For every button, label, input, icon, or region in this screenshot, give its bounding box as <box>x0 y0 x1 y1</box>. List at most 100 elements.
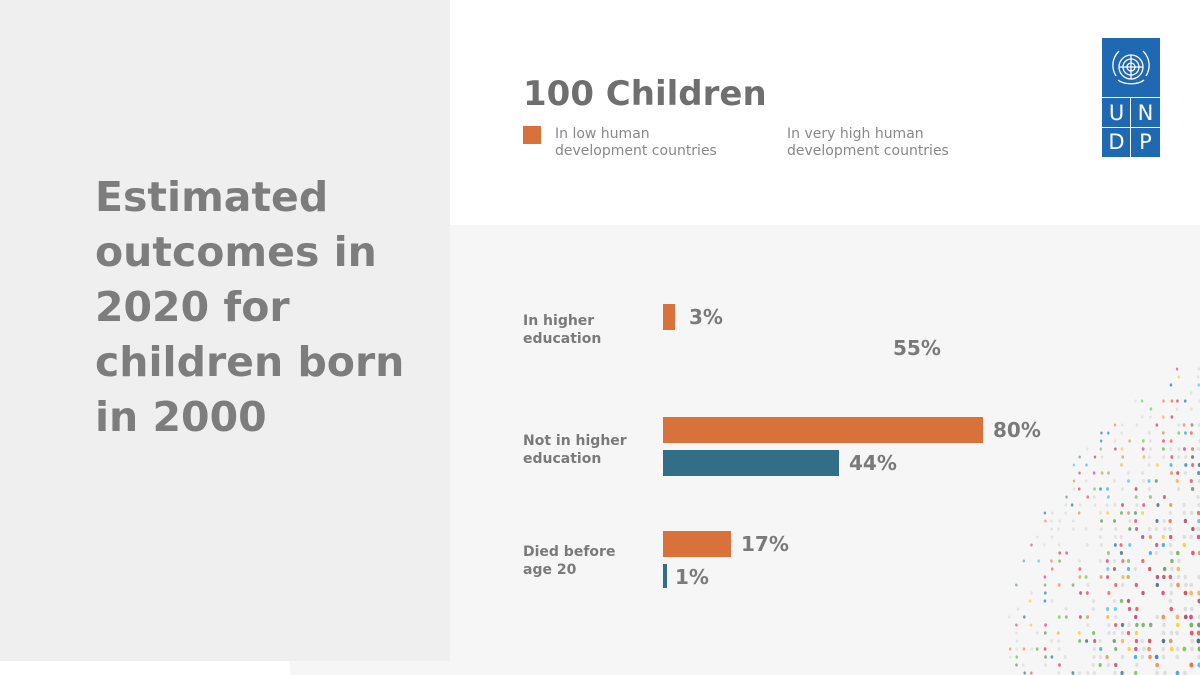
globe-dot <box>1197 423 1200 427</box>
globe-dot <box>1168 518 1172 524</box>
globe-dot <box>1044 663 1047 667</box>
logo-letter-n: N <box>1137 101 1154 125</box>
globe-dot <box>1134 527 1139 531</box>
globe-dot <box>1162 526 1167 532</box>
globe-dot <box>1197 518 1200 524</box>
value-label-low-died-before-age-20: 17% <box>741 532 789 556</box>
globe-dot <box>1064 511 1067 515</box>
globe-dot <box>1114 583 1118 587</box>
globe-dot <box>1127 622 1131 628</box>
globe-dot <box>1092 631 1096 635</box>
globe-dot <box>1120 654 1125 660</box>
globe-dot <box>1168 542 1173 548</box>
globe-dot <box>1189 510 1194 516</box>
globe-dot <box>1099 527 1103 531</box>
globe-dot <box>1140 399 1144 403</box>
globe-dot <box>1196 630 1200 636</box>
globe-dot <box>1057 647 1061 651</box>
un-emblem-icon <box>1112 50 1150 85</box>
globe-dot <box>1078 615 1082 619</box>
globe-dot <box>1162 439 1165 443</box>
globe-dot <box>1113 503 1117 507</box>
globe-dot <box>1072 487 1076 491</box>
globe-dot <box>1120 431 1123 435</box>
globe-dot <box>1106 511 1110 515</box>
globe-dot <box>1128 439 1131 443</box>
globe-dot <box>1176 550 1180 556</box>
globe-dot <box>1072 463 1076 467</box>
globe-dot <box>1099 487 1102 491</box>
globe-dot <box>1183 614 1188 620</box>
globe-dot <box>1141 511 1145 515</box>
globe-dot <box>1119 551 1123 555</box>
globe-dot <box>1148 566 1152 572</box>
globe-dot <box>1168 598 1173 604</box>
globe-dot <box>1113 439 1117 443</box>
globe-dot <box>1105 654 1109 660</box>
globe-dot <box>1141 447 1145 451</box>
headline: Estimated outcomes in 2020 for children … <box>95 173 405 441</box>
globe-dots <box>1008 367 1200 675</box>
globe-dot <box>1161 542 1166 548</box>
globe-dot <box>1169 463 1173 467</box>
globe-dot <box>1169 590 1174 596</box>
globe-dot <box>1161 534 1165 540</box>
globe-dot <box>1050 527 1053 531</box>
globe-dot <box>1155 574 1160 580</box>
globe-dot <box>1028 599 1032 603</box>
globe-dot <box>1191 550 1195 556</box>
globe-dot <box>1043 631 1047 635</box>
globe-dot <box>1177 447 1181 451</box>
globe-dot <box>1182 447 1186 451</box>
value-label-low-not-in-higher-education: 80% <box>993 418 1041 442</box>
globe-dot <box>1177 558 1181 564</box>
globe-dot <box>1121 503 1124 507</box>
globe-dot <box>1008 615 1011 619</box>
globe-dot <box>1121 559 1125 563</box>
globe-dot <box>1119 535 1123 539</box>
globe-dot <box>1050 519 1053 523</box>
globe-dot <box>1182 542 1186 548</box>
globe-dot <box>1155 614 1159 620</box>
globe-dot <box>1189 614 1193 620</box>
globe-dot <box>1155 542 1159 548</box>
left-panel <box>0 0 450 661</box>
globe-dot <box>1127 606 1132 612</box>
globe-dot <box>1169 383 1173 387</box>
globe-dot <box>1161 654 1166 660</box>
globe-dot <box>1035 631 1039 635</box>
globe-dot <box>1133 511 1137 515</box>
globe-dot <box>1035 647 1039 651</box>
globe-dot <box>1099 647 1103 651</box>
globe-dot <box>1149 415 1152 419</box>
globe-dot <box>1147 455 1151 459</box>
globe-dot <box>1154 526 1158 532</box>
globe-dot <box>1189 662 1194 668</box>
globe-dot <box>1190 638 1195 644</box>
globe-dot <box>1191 447 1195 451</box>
globe-dot <box>1126 598 1131 604</box>
globe-dot <box>1177 423 1181 427</box>
bar-high-died-before-age-20 <box>663 564 667 588</box>
globe-dot <box>1078 455 1081 459</box>
globe-dot <box>1140 638 1144 644</box>
globe-dot <box>1105 503 1109 507</box>
globe-dot <box>1050 559 1053 563</box>
globe-dot <box>1189 391 1193 395</box>
globe-dot <box>1184 455 1188 459</box>
globe-dot <box>1148 439 1152 443</box>
globe-dot <box>1086 671 1090 675</box>
globe-dot <box>1183 574 1188 580</box>
globe-dot <box>1058 663 1061 667</box>
globe-dot <box>1197 590 1200 596</box>
globe-dot <box>1168 510 1172 516</box>
globe-dot <box>1148 431 1151 435</box>
globe-dot <box>1015 663 1018 667</box>
globe-dot <box>1057 543 1061 547</box>
globe-dot <box>1009 655 1012 659</box>
globe-dot <box>1183 518 1188 524</box>
globe-dot <box>1120 487 1124 491</box>
globe-dot <box>1114 447 1117 451</box>
globe-dot <box>1175 622 1180 628</box>
globe-dot <box>1106 575 1110 579</box>
